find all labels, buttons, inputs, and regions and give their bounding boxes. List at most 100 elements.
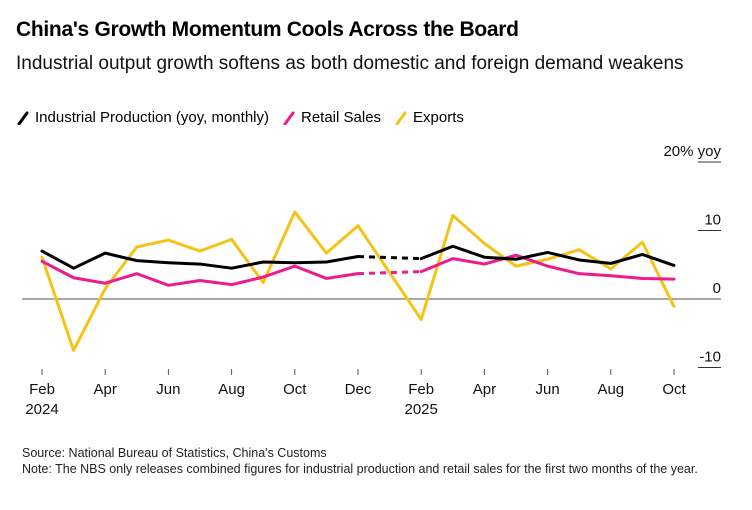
data-point-industrial-production-yoy-monthly — [104, 252, 107, 255]
legend: Industrial Production (yoy, monthly) Ret… — [17, 109, 478, 126]
y-tick-label: 10 — [704, 212, 721, 229]
data-point-retail-sales — [515, 254, 518, 257]
source-note: Source: National Bureau of Statistics, C… — [22, 446, 327, 460]
data-point-exports — [41, 256, 44, 259]
x-tick-label: Feb — [408, 381, 434, 398]
data-point-retail-sales — [230, 283, 233, 286]
data-point-industrial-production-yoy-monthly — [325, 261, 328, 264]
data-point-retail-sales — [451, 257, 454, 260]
data-point-industrial-production-yoy-monthly — [641, 253, 644, 256]
data-point-exports — [609, 267, 612, 270]
x-tick-label: Apr — [94, 381, 117, 398]
data-point-industrial-production-yoy-monthly — [451, 245, 454, 248]
x-tick-label: Oct — [283, 381, 307, 398]
data-point-retail-sales — [325, 277, 328, 280]
x-tick-label: Apr — [473, 381, 496, 398]
data-point-exports — [230, 238, 233, 241]
y-tick-label: 20% yoy — [663, 143, 721, 160]
x-tick-label: Aug — [218, 381, 245, 398]
series-line-industrial-production-yoy-monthly — [40, 249, 360, 270]
data-point-industrial-production-yoy-monthly — [673, 264, 676, 267]
data-point-exports — [135, 245, 138, 248]
footer: Source: National Bureau of Statistics, C… — [22, 445, 742, 477]
data-point-industrial-production-yoy-monthly — [483, 256, 486, 259]
data-point-exports — [483, 242, 486, 245]
data-point-exports — [451, 214, 454, 217]
data-point-retail-sales — [135, 272, 138, 275]
data-point-exports — [293, 211, 296, 214]
data-point-retail-sales — [483, 263, 486, 266]
data-point-retail-sales — [546, 265, 549, 268]
legend-label: Exports — [413, 109, 464, 126]
data-point-retail-sales — [357, 272, 360, 275]
legend-item-industrial-production: Industrial Production (yoy, monthly) — [17, 109, 269, 126]
data-point-exports — [357, 224, 360, 227]
data-point-exports — [104, 287, 107, 290]
x-tick-year-label: 2024 — [25, 401, 58, 418]
data-point-industrial-production-yoy-monthly — [167, 261, 170, 264]
legend-line-icon — [395, 111, 407, 125]
data-point-industrial-production-yoy-monthly — [609, 262, 612, 265]
data-point-exports — [673, 305, 676, 308]
data-point-exports — [546, 258, 549, 261]
data-point-retail-sales — [293, 265, 296, 268]
data-point-retail-sales — [199, 279, 202, 282]
x-tick-label: Jun — [156, 381, 180, 398]
chart-title: China's Growth Momentum Cools Across the… — [16, 18, 519, 41]
data-point-industrial-production-yoy-monthly — [357, 255, 360, 258]
data-point-retail-sales — [578, 272, 581, 275]
data-point-exports — [420, 318, 423, 321]
series-gap-industrial-production-yoy-monthly — [357, 255, 422, 261]
x-tick-label: Feb — [29, 381, 55, 398]
legend-label: Industrial Production (yoy, monthly) — [35, 109, 269, 126]
legend-swatch-line — [395, 111, 407, 125]
data-point-exports — [72, 349, 75, 352]
data-point-industrial-production-yoy-monthly — [262, 261, 265, 264]
data-point-exports — [262, 281, 265, 284]
data-point-exports — [199, 250, 202, 253]
series-gap-exports — [356, 224, 423, 321]
line-chart: 20% yoy 10 0 -10 Feb 2024 Apr Jun Aug Oct Dec Feb 20… — [22, 143, 721, 418]
y-tick-label: -10 — [699, 349, 721, 366]
data-point-exports — [515, 265, 518, 268]
data-point-retail-sales — [673, 278, 676, 281]
data-point-industrial-production-yoy-monthly — [135, 259, 138, 262]
series-line-exports — [40, 210, 360, 352]
data-point-industrial-production-yoy-monthly — [41, 250, 44, 253]
series-line-exports — [419, 213, 676, 322]
legend-swatch-line — [283, 111, 295, 125]
x-tick-label: Jun — [536, 381, 560, 398]
data-point-exports — [325, 252, 328, 255]
data-point-industrial-production-yoy-monthly — [199, 263, 202, 266]
data-point-industrial-production-yoy-monthly — [230, 267, 233, 270]
data-point-industrial-production-yoy-monthly — [546, 251, 549, 254]
legend-line-icon — [283, 111, 295, 125]
x-tick-label: Dec — [345, 381, 372, 398]
legend-line-icon — [17, 111, 29, 125]
data-point-retail-sales — [72, 276, 75, 279]
x-tick-year-label: 2025 — [405, 401, 438, 418]
y-tick-label: 0 — [713, 280, 721, 297]
series-line-industrial-production-yoy-monthly — [419, 244, 676, 267]
data-point-industrial-production-yoy-monthly — [515, 258, 518, 261]
legend-item-retail-sales: Retail Sales — [283, 109, 381, 126]
data-point-retail-sales — [41, 260, 44, 263]
data-point-retail-sales — [104, 282, 107, 285]
data-point-retail-sales — [167, 284, 170, 287]
methodology-note: Note: The NBS only releases combined fig… — [22, 462, 698, 476]
data-point-industrial-production-yoy-monthly — [578, 258, 581, 261]
data-point-retail-sales — [609, 274, 612, 277]
legend-swatch-line — [17, 111, 29, 125]
series-line-retail-sales — [40, 259, 360, 287]
chart-subtitle: Industrial output growth softens as both… — [16, 53, 684, 74]
x-tick-label: Oct — [662, 381, 686, 398]
data-point-retail-sales — [641, 277, 644, 280]
data-point-exports — [578, 248, 581, 251]
data-point-industrial-production-yoy-monthly — [420, 257, 423, 260]
data-point-retail-sales — [420, 270, 423, 273]
data-point-exports — [167, 239, 170, 242]
series-line-retail-sales — [419, 253, 676, 281]
x-tick-label: Aug — [597, 381, 624, 398]
data-point-industrial-production-yoy-monthly — [72, 267, 75, 270]
legend-item-exports: Exports — [395, 109, 464, 126]
